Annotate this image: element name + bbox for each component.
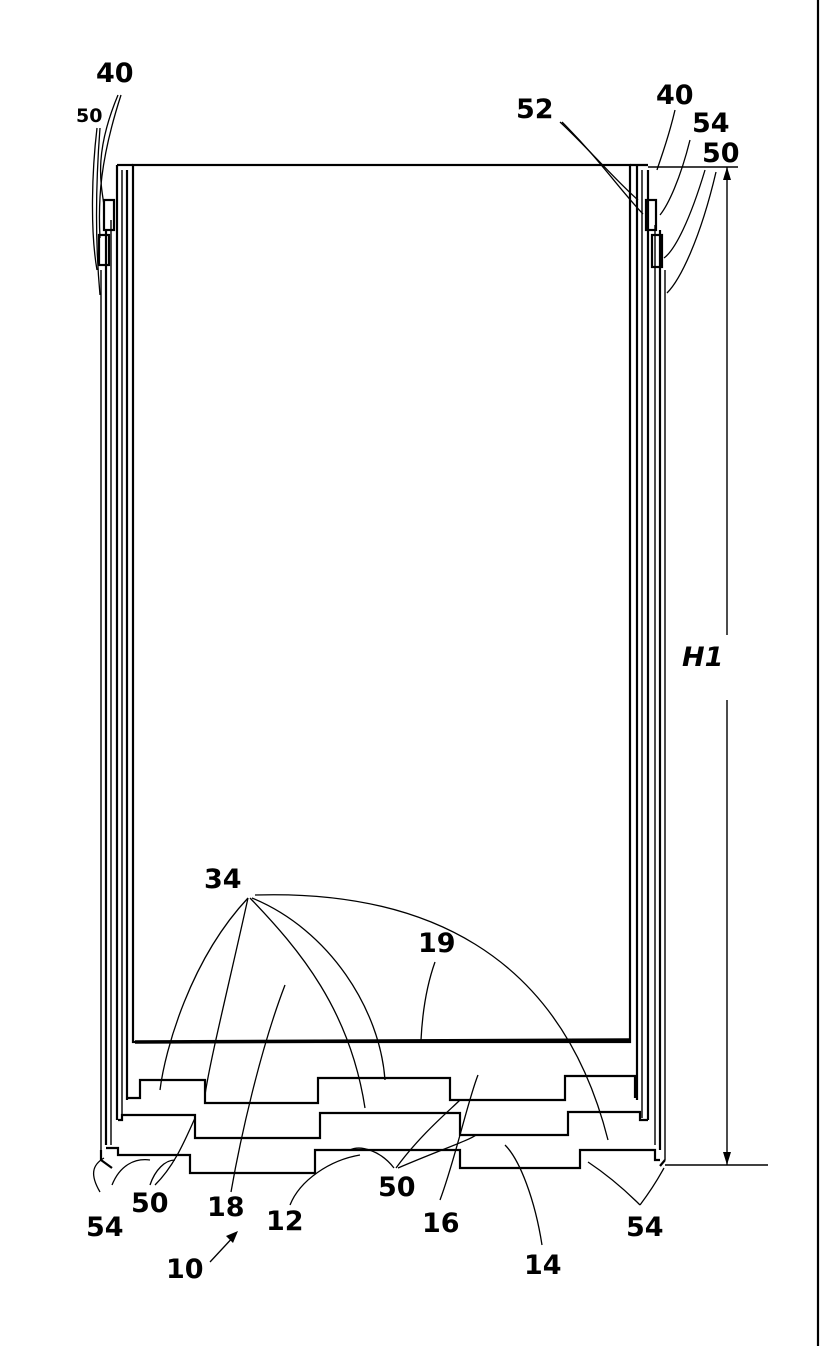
label-34: 34 <box>204 864 242 895</box>
reference-labels: 40 50 52 40 54 50 H1 34 19 54 50 18 12 5… <box>76 58 740 1285</box>
label-50-left-bottom: 50 <box>131 1188 169 1219</box>
label-16: 16 <box>422 1208 460 1239</box>
label-18: 18 <box>207 1192 245 1223</box>
stepped-bottom-middle <box>118 1112 648 1138</box>
left-nested-walls <box>99 165 133 1150</box>
label-50-mid-bottom: 50 <box>378 1172 416 1203</box>
stepped-bottom-upper <box>128 1076 635 1103</box>
label-54-right-bottom: 54 <box>626 1212 664 1243</box>
label-52: 52 <box>516 94 554 125</box>
label-14: 14 <box>524 1250 562 1281</box>
inner-cup-outline <box>133 165 630 1042</box>
right-nested-walls <box>630 165 665 1160</box>
label-40-right: 40 <box>656 80 694 111</box>
label-19: 19 <box>418 928 456 959</box>
label-50-left-top: 50 <box>76 105 102 127</box>
label-10: 10 <box>166 1254 204 1285</box>
label-12: 12 <box>266 1206 304 1237</box>
label-40-left: 40 <box>96 58 134 89</box>
label-54-right-top: 54 <box>692 108 730 139</box>
label-54-left-bottom: 54 <box>86 1212 124 1243</box>
stepped-bottom-lower <box>101 1148 665 1173</box>
label-50-right-top: 50 <box>702 138 740 169</box>
label-h1: H1 <box>682 642 723 673</box>
leader-lines <box>92 95 716 1262</box>
